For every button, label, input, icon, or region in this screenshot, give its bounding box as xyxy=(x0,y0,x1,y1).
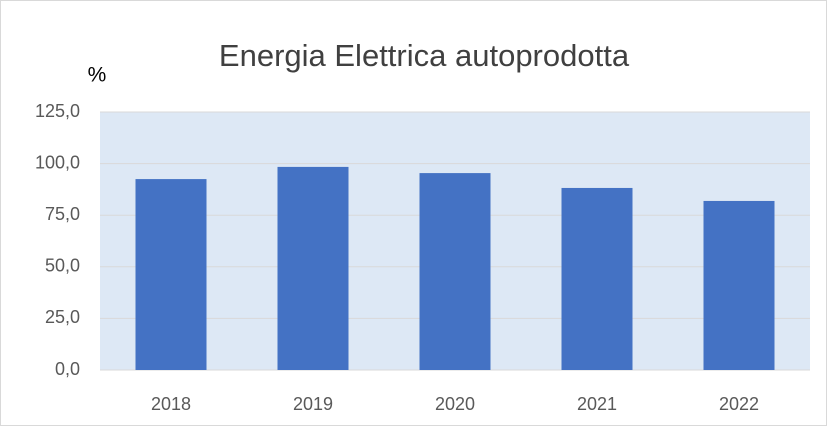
chart-title: Energia Elettrica autoprodotta xyxy=(219,38,630,73)
x-tick-label: 2021 xyxy=(577,394,617,414)
x-tick-label: 2018 xyxy=(151,394,191,414)
bar xyxy=(135,179,207,370)
y-tick-label: 75,0 xyxy=(45,204,80,224)
x-tick-label: 2020 xyxy=(435,394,475,414)
y-axis-label: % xyxy=(88,64,107,87)
y-tick-label: 25,0 xyxy=(45,307,80,327)
y-tick-label: 0,0 xyxy=(55,359,80,379)
y-tick-label: 50,0 xyxy=(45,256,80,276)
bar xyxy=(277,166,349,370)
x-tick-label: 2022 xyxy=(719,394,759,414)
bar xyxy=(419,173,491,370)
y-tick-label: 100,0 xyxy=(35,152,80,172)
x-tick-label: 2019 xyxy=(293,394,333,414)
bar xyxy=(703,200,775,370)
y-tick-label: 125,0 xyxy=(35,101,80,121)
bar xyxy=(561,187,633,370)
